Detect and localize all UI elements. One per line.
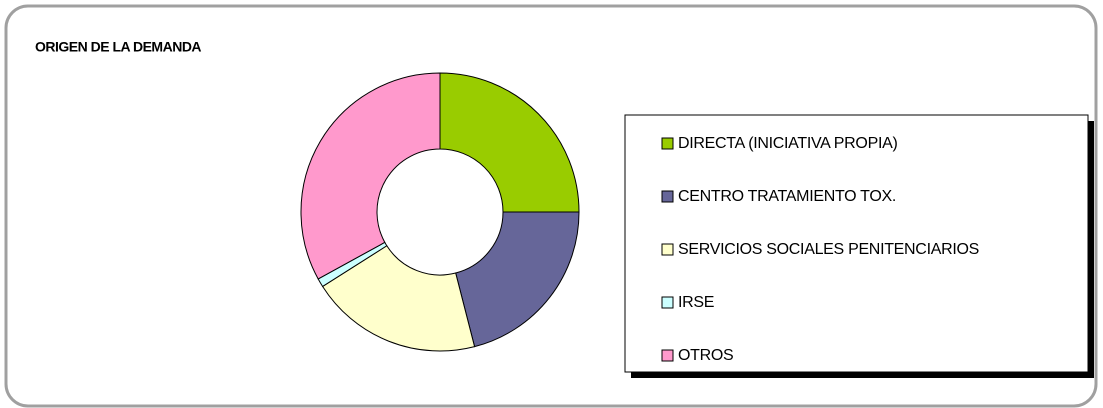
legend-swatch <box>661 190 674 203</box>
donut-segment <box>439 72 580 213</box>
legend-swatch <box>661 137 674 150</box>
legend <box>624 114 1089 373</box>
legend-swatch <box>661 349 674 362</box>
donut-segment <box>321 245 476 352</box>
legend-label: CENTRO TRATAMIENTO TOX. <box>678 188 896 205</box>
legend-swatch <box>661 243 674 256</box>
legend-label: SERVICIOS SOCIALES PENITENCIARIOS <box>678 241 979 258</box>
donut-segment <box>300 72 441 280</box>
legend-label: OTROS <box>678 347 733 364</box>
donut-segment <box>455 211 580 348</box>
legend-label: DIRECTA (INICIATIVA PROPIA) <box>678 135 898 152</box>
legend-label: IRSE <box>678 294 714 311</box>
chart-title: ORIGEN DE LA DEMANDA <box>35 39 201 55</box>
legend-swatch <box>661 296 674 309</box>
